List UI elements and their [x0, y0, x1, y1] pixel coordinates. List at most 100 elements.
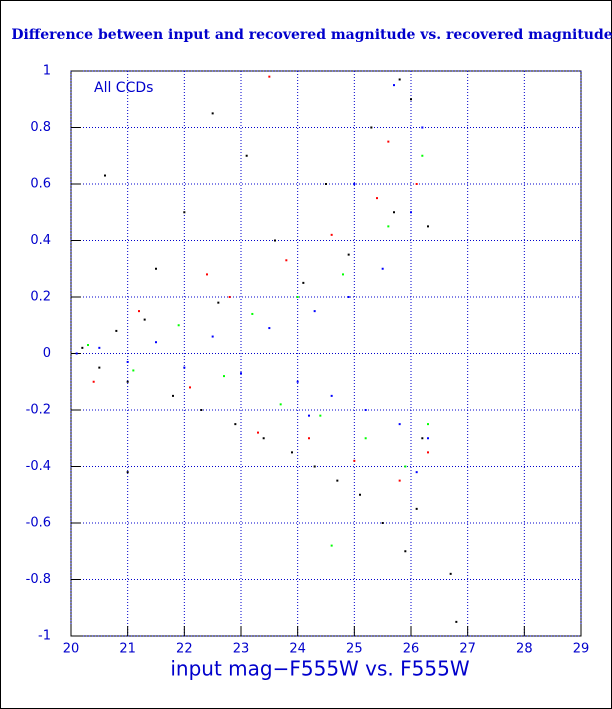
point — [126, 360, 129, 363]
chart-title: Difference between input and recovered m… — [11, 27, 612, 43]
y-tick-label: -0.8 — [26, 572, 51, 587]
point — [381, 522, 384, 524]
point — [126, 380, 129, 383]
point — [427, 451, 429, 454]
point — [296, 380, 299, 383]
point — [347, 296, 350, 298]
point — [398, 423, 401, 426]
point — [347, 253, 350, 256]
point — [410, 98, 412, 101]
x-axis-label: input mag−F555W vs. F555W — [170, 657, 469, 681]
y-tick-label: 0.8 — [30, 120, 51, 135]
point — [387, 225, 390, 228]
x-tick-label: 24 — [289, 642, 306, 657]
point — [336, 479, 339, 482]
point — [223, 375, 225, 378]
point — [279, 403, 282, 406]
y-tick-label: 0.6 — [30, 177, 51, 192]
point — [393, 84, 395, 87]
point — [427, 423, 429, 426]
point — [183, 366, 186, 369]
point — [313, 310, 316, 313]
point — [228, 296, 231, 298]
point — [211, 335, 214, 338]
point — [251, 312, 254, 315]
point — [183, 211, 186, 214]
point — [155, 267, 157, 270]
point — [364, 409, 367, 411]
point — [200, 409, 203, 411]
y-tick-label: 1 — [43, 64, 51, 79]
point — [449, 572, 452, 575]
point — [387, 140, 390, 143]
point — [98, 366, 101, 369]
point — [421, 126, 424, 129]
y-tick-label: 0.4 — [30, 233, 51, 248]
x-tick-label: 21 — [119, 642, 136, 657]
point — [285, 259, 288, 262]
x-tick-label: 28 — [516, 642, 533, 657]
point — [308, 414, 310, 417]
point — [245, 154, 248, 157]
point — [398, 479, 401, 482]
point — [342, 273, 344, 276]
point — [189, 386, 191, 389]
point — [268, 327, 271, 330]
point — [155, 341, 157, 344]
point — [217, 301, 220, 304]
point — [330, 233, 333, 236]
point — [206, 273, 208, 276]
y-tick-label: -0.4 — [26, 459, 51, 474]
point — [359, 493, 361, 496]
y-tick-label: -0.2 — [26, 403, 51, 418]
y-tick-label: 0.2 — [30, 290, 51, 305]
point — [262, 437, 265, 440]
point — [268, 75, 271, 78]
point — [104, 174, 106, 177]
point — [302, 281, 305, 284]
point — [421, 437, 424, 440]
point — [75, 352, 78, 355]
point — [398, 78, 401, 81]
point — [330, 544, 333, 547]
point — [257, 431, 259, 434]
point — [370, 126, 373, 129]
point — [427, 437, 429, 440]
point — [87, 344, 89, 347]
point — [296, 296, 299, 298]
point — [234, 423, 237, 426]
point — [211, 112, 214, 115]
point — [308, 437, 310, 440]
point — [330, 394, 333, 397]
point — [404, 465, 407, 468]
y-tick-label: -1 — [38, 629, 51, 644]
point — [92, 380, 95, 383]
point — [98, 346, 101, 349]
point — [381, 267, 384, 270]
point — [393, 211, 395, 214]
point — [132, 369, 135, 372]
point — [240, 372, 242, 375]
annotation: All CCDs — [94, 80, 153, 96]
point — [274, 239, 276, 242]
point — [177, 324, 180, 327]
point — [353, 183, 356, 185]
x-tick-label: 29 — [573, 642, 590, 657]
point — [404, 550, 407, 553]
point — [313, 465, 316, 468]
point — [376, 197, 378, 200]
x-tick-label: 26 — [403, 642, 420, 657]
point — [455, 620, 458, 623]
point — [126, 471, 129, 474]
point — [364, 437, 367, 440]
point — [115, 329, 118, 332]
x-tick-label: 20 — [63, 642, 80, 657]
x-tick-label: 25 — [346, 642, 363, 657]
point — [421, 154, 424, 157]
point — [143, 318, 146, 321]
point — [410, 211, 412, 214]
y-tick-label: 0 — [43, 346, 51, 361]
point — [427, 225, 429, 228]
